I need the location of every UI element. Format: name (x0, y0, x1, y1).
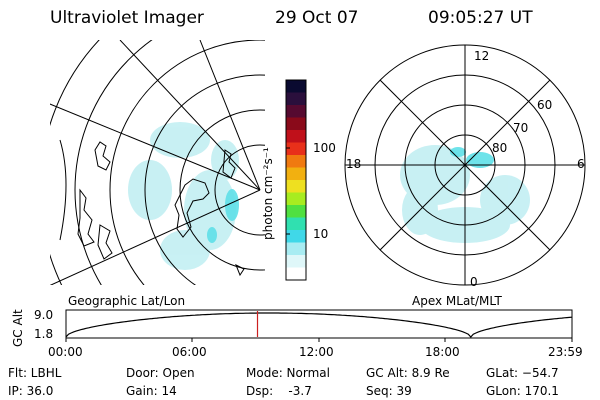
colorbar-segment (286, 230, 306, 243)
info-gain: Gain: 14 (126, 384, 177, 398)
gc-xtick-1: 06:00 (172, 345, 207, 359)
time-label: 09:05:27 UT (428, 8, 533, 28)
colorbar-unit-label: photon cm⁻²s⁻¹ (261, 147, 275, 240)
colorbar-segment (286, 142, 306, 156)
info-gc-alt: GC Alt: 8.9 Re (366, 366, 450, 380)
gc-xtick-0: 00:00 (48, 345, 83, 359)
colorbar-segment (286, 130, 306, 143)
gc-xtick-4: 23:59 (548, 345, 583, 359)
colorbar-segment (286, 92, 306, 106)
aurora-haze-left (128, 122, 239, 270)
colorbar-segment (286, 167, 306, 181)
right-map-label: Apex MLat/MLT (412, 294, 502, 308)
info-ip: IP: 36.0 (8, 384, 54, 398)
gc-alt-curve (65, 312, 573, 338)
mlt-label-0: 0 (470, 275, 478, 289)
info-mode: Mode: Normal (246, 366, 330, 380)
info-door: Door: Open (126, 366, 195, 380)
colorbar-segment (286, 105, 306, 118)
info-dsp: Dsp: -3.7 (246, 384, 312, 398)
colorbar-segment (286, 180, 306, 193)
colorbar-segment (286, 80, 306, 93)
gc-xtick-3: 18:00 (425, 345, 460, 359)
colorbar-segment (286, 205, 306, 218)
info-glon: GLon: 170.1 (486, 384, 559, 398)
colorbar-segment (286, 217, 306, 231)
instrument-title: Ultraviolet Imager (50, 8, 204, 28)
date-label: 29 Oct 07 (275, 8, 359, 28)
mlat-label-70: 70 (513, 121, 529, 135)
aurora-bright-left (207, 189, 239, 243)
info-filter: Flt: LBHL (8, 366, 62, 380)
colorbar-segment (286, 242, 306, 256)
colorbar-segment (286, 267, 306, 281)
colorbar-segment (286, 255, 306, 268)
info-glat: GLat: −54.7 (486, 366, 559, 380)
colorbar-segment (286, 155, 306, 168)
colorbar-label-10: 10 (313, 227, 329, 241)
mlat-label-80: 80 (492, 141, 508, 155)
mlt-label-6: 6 (577, 157, 585, 171)
mlat-label-60: 60 (537, 98, 553, 112)
mlt-label-12: 12 (474, 49, 490, 63)
colorbar-frame (285, 79, 307, 281)
geographic-map (50, 40, 265, 285)
gc-xticks (65, 338, 573, 342)
colorbar (286, 80, 306, 281)
left-map-label: Geographic Lat/Lon (68, 294, 186, 308)
meridians-left (50, 40, 261, 285)
colorbar-segment (286, 192, 306, 206)
info-seq: Seq: 39 (366, 384, 412, 398)
gc-xtick-2: 12:00 (299, 345, 334, 359)
apex-grid (344, 44, 586, 286)
lat-circles-left (50, 40, 265, 285)
gc-ytick-1-8: 1.8 (34, 327, 54, 341)
colorbar-segment (286, 117, 306, 131)
coastlines (59, 139, 245, 277)
gc-ytick-9: 9.0 (34, 308, 54, 322)
mlt-label-18: 18 (346, 157, 362, 171)
gc-ylabel: GC Alt (11, 309, 25, 347)
colorbar-label-100: 100 (313, 141, 336, 155)
